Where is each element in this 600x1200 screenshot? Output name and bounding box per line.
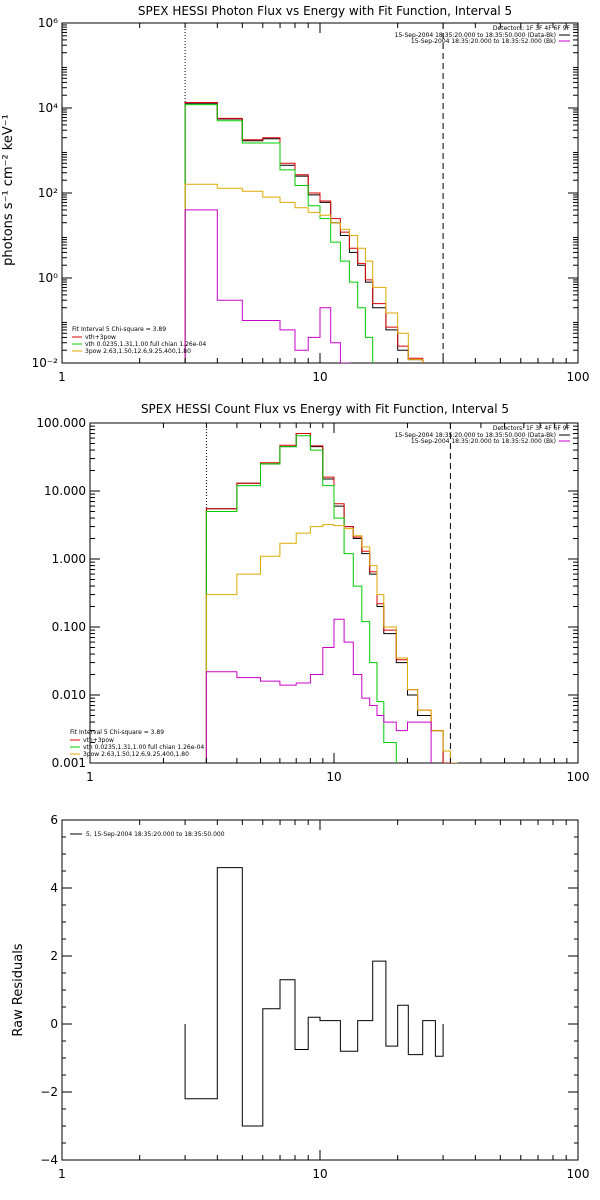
photon-flux-fit-header: Fit Interval 5 Chi-square = 3.89	[72, 326, 166, 333]
count-flux-fit-total: vth+3pow	[83, 737, 114, 744]
residuals-x-tick-label: 100	[567, 1167, 590, 1181]
residuals-series-residual	[184, 867, 444, 1127]
photon-flux-series-data-bk	[184, 102, 424, 363]
count-flux-y-tick-label: 0.100	[52, 620, 86, 634]
residuals-y-tick-label: 0	[50, 1017, 58, 1031]
residuals-marks	[184, 867, 444, 1127]
count-flux-y-tick-label: 10.000	[44, 484, 86, 498]
photon-flux-series-bk	[184, 209, 350, 363]
photon-flux-marks	[184, 23, 444, 363]
count-flux-series-3pow	[205, 524, 458, 763]
residuals-axes: 1 10 100 −4 −2 0 2 4 6	[40, 813, 589, 1181]
photon-flux-x-tick-label: 100	[567, 370, 590, 384]
photon-flux-detectors-label: Detectors: 1F 3F 4F 6F 9F	[493, 25, 571, 32]
count-flux-plot-frame	[89, 422, 579, 764]
residuals-y-tick-label: 6	[50, 813, 58, 827]
count-flux-legend-bk: 15-Sep-2004 18:35:20.000 to 18:35:52.000…	[411, 438, 556, 445]
residuals-ylabel: Raw Residuals	[11, 943, 26, 1036]
count-flux-x-tick-label: 10	[326, 770, 341, 784]
photon-flux-title: SPEX HESSI Photon Flux vs Energy with Fi…	[138, 4, 512, 18]
photon-flux-fit-total: vth+3pow	[85, 334, 116, 341]
count-flux-fit-header: Fit Interval 5 Chi-square = 3.89	[70, 729, 164, 736]
photon-flux-panel: SPEX HESSI Photon Flux vs Energy with Fi…	[1, 4, 589, 384]
residuals-panel: Raw Residuals 1 10 100 −4 −2 0 2 4 6 5, 15-Sep-2…	[11, 813, 589, 1181]
photon-flux-ylabel: photons s⁻¹ cm⁻² keV⁻¹	[1, 114, 16, 266]
residuals-y-tick-label: 4	[50, 881, 58, 895]
photon-flux-plot-area	[184, 23, 444, 363]
count-flux-plot-area	[205, 423, 458, 763]
photon-flux-legend-bk: 15-Sep-2004 18:35:20.000 to 18:35:52.000…	[411, 38, 556, 45]
count-flux-detectors-label: Detectors: 1F 3F 4F 6F 9F	[493, 425, 571, 432]
photon-flux-y-tick-label: 10⁰	[38, 271, 58, 285]
residuals-x-tick-label: 10	[312, 1167, 327, 1181]
residuals-legend-label: 5, 15-Sep-2004 18:35:20.000 to 18:35:50.…	[86, 831, 225, 838]
photon-flux-y-tick-label: 10⁻²	[32, 356, 59, 370]
count-flux-y-tick-label: 100.000	[36, 416, 86, 430]
photon-flux-axes: 1 10 100 10⁻² 10⁰ 10² 10⁴ 10⁶	[32, 16, 590, 384]
residuals-y-tick-label: −4	[40, 1153, 58, 1167]
count-flux-fit-vth: vth 0.0235,1.31,1.00 full chian 1.26e-04	[83, 744, 204, 751]
count-flux-series-bk	[205, 618, 432, 763]
photon-flux-series-vth-3pow	[184, 102, 424, 363]
count-flux-y-tick-label: 1.000	[52, 552, 86, 566]
count-flux-x-tick-label: 100	[567, 770, 590, 784]
count-flux-series-vth	[205, 435, 397, 763]
photon-flux-series-vth	[184, 104, 374, 363]
photon-flux-series-3pow	[184, 183, 424, 363]
count-flux-axes: 1 10 100 0.001 0.010 0.100 1.000 10.000 100.000	[36, 416, 589, 784]
count-flux-marks	[205, 423, 458, 763]
photon-flux-x-tick-label: 1	[58, 370, 66, 384]
count-flux-x-tick-label: 1	[86, 770, 94, 784]
photon-flux-y-tick-label: 10²	[38, 186, 58, 200]
count-flux-panel: SPEX HESSI Count Flux vs Energy with Fit…	[36, 402, 589, 784]
residuals-y-tick-label: 2	[50, 949, 58, 963]
residuals-x-tick-label: 1	[58, 1167, 66, 1181]
count-flux-y-tick-label: 0.010	[52, 688, 86, 702]
photon-flux-x-tick-label: 10	[312, 370, 327, 384]
residuals-plot-area	[184, 867, 444, 1127]
photon-flux-fit-vth: vth 0.0235,1.31,1.00 full chian 1.26e-04	[85, 341, 206, 348]
photon-flux-y-tick-label: 10⁴	[38, 101, 58, 115]
photon-flux-fit-3pow: 3pow 2.63,1.50,12.6,9.25,400,1.80	[85, 348, 191, 355]
count-flux-y-tick-label: 0.001	[52, 756, 86, 770]
residuals-y-tick-label: −2	[40, 1085, 58, 1099]
count-flux-legend-data: 15-Sep-2004 18:35:20.000 to 18:35:50.000…	[395, 432, 556, 439]
residuals-plot-frame	[61, 819, 579, 1161]
count-flux-title: SPEX HESSI Count Flux vs Energy with Fit…	[141, 402, 509, 416]
photon-flux-legend-data: 15-Sep-2004 18:35:20.000 to 18:35:50.000…	[395, 32, 556, 39]
count-flux-fit-3pow: 3pow 2.63,1.50,12.6,9.25,400,1.80	[83, 751, 189, 758]
photon-flux-y-tick-label: 10⁶	[38, 16, 58, 30]
